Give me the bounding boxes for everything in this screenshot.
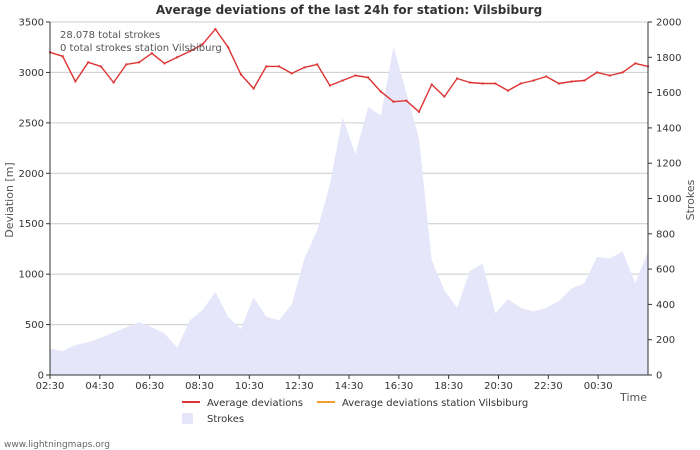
axes [46,21,652,379]
average-deviation-point [227,46,230,49]
y2-tick-label: 800 [656,229,675,240]
strokes-area-layer [50,46,648,375]
legend-average-label: Average deviations [207,398,303,409]
average-deviation-point [354,74,357,77]
y-tick-label: 500 [25,320,44,331]
x-tick-label: 00:30 [584,381,613,392]
average-deviation-line [49,28,649,113]
average-deviation-line-layer [49,28,649,113]
legend-strokes-label: Strokes [207,414,244,425]
y-tick-label: 3500 [19,18,44,29]
average-deviation-point [405,99,408,102]
y2-tick-label: 1400 [656,123,681,134]
average-deviation-point [545,75,548,78]
average-deviation-point [608,74,611,77]
average-deviation-point [290,72,293,75]
average-deviation-point [583,79,586,82]
station-strokes-annotation: 0 total strokes station Vilsbiburg [60,43,222,54]
y-tick-label: 0 [38,371,44,382]
footer-brand: www.lightningmaps.org [4,440,110,450]
average-deviation-point [87,61,90,64]
x-tick-label: 06:30 [135,381,164,392]
total-strokes-annotation: 28.078 total strokes [60,30,160,41]
average-deviation-point [379,90,382,93]
average-deviation-point [112,81,115,84]
y2-axis-title: Strokes [684,179,697,220]
x-tick-label: 02:30 [36,381,65,392]
average-deviation-point [61,55,64,58]
legend-strokes-swatch [182,413,193,424]
x-axis-title: Time [619,391,647,404]
strokes-area [50,46,648,375]
average-deviation-point [367,76,370,79]
average-deviation-point [316,63,319,66]
legend: Average deviations Average deviations st… [182,398,528,425]
chart-title: Average deviations of the last 24h for s… [156,3,542,17]
average-deviation-point [201,43,204,46]
y2-tick-label: 0 [656,371,662,382]
y-tick-label: 2000 [19,169,44,180]
average-deviation-point [456,77,459,80]
y2-tick-label: 600 [656,265,675,276]
x-tick-label: 20:30 [484,381,513,392]
average-deviation-point [163,62,166,65]
average-deviation-point [557,82,560,85]
x-tick-label: 08:30 [185,381,214,392]
y-tick-label: 3000 [19,68,44,79]
average-deviation-point [278,65,280,68]
y2-tick-label: 1600 [656,88,681,99]
x-tick-label: 12:30 [285,381,314,392]
average-deviation-point [74,80,77,83]
average-deviation-point [570,80,573,83]
average-deviation-point [481,82,484,85]
y2-tick-label: 1800 [656,53,681,64]
average-deviation-point [328,84,331,87]
average-deviation-point [494,82,497,85]
y2-tick-label: 1200 [656,159,681,170]
average-deviation-point [252,87,255,90]
y-tick-label: 1500 [19,219,44,230]
average-deviation-point [621,71,624,74]
average-deviation-point [265,65,268,68]
average-deviation-point [99,65,102,68]
y-tick-label: 2500 [19,118,44,129]
average-deviation-point [596,71,599,74]
y2-tick-label: 2000 [656,18,681,29]
y2-tick-label: 1000 [656,194,681,205]
average-deviation-point [125,63,128,66]
x-tick-label: 10:30 [235,381,264,392]
average-deviation-point [176,56,179,59]
average-deviation-point [468,81,471,84]
average-deviation-point [392,100,395,103]
average-deviation-point [430,83,433,86]
average-deviation-point [532,79,535,82]
average-deviation-point [239,73,242,76]
x-tick-label: 04:30 [85,381,114,392]
y-axis-title: Deviation [m] [3,162,16,237]
x-tick-label: 22:30 [534,381,563,392]
average-deviation-point [138,61,141,64]
average-deviation-point [634,62,637,65]
x-tick-label: 18:30 [434,381,463,392]
tick-labels: 0 500 1000 1500 2000 2500 3000 3500 0 200 400 600 80… [19,18,682,393]
average-deviation-point [341,79,344,82]
average-deviation-point [303,66,306,69]
y2-tick-label: 200 [656,335,675,346]
average-deviation-point [150,52,153,55]
y-tick-label: 1000 [19,270,44,281]
average-deviation-point [189,50,191,53]
average-deviation-point [443,95,446,98]
average-deviation-point [519,82,522,85]
average-deviation-point [507,89,509,92]
legend-station-label: Average deviations station Vilsbiburg [342,398,528,409]
average-deviation-point [214,28,217,31]
x-tick-label: 16:30 [384,381,413,392]
y2-tick-label: 400 [656,300,675,311]
x-tick-label: 14:30 [335,381,364,392]
average-deviation-point [418,110,420,113]
